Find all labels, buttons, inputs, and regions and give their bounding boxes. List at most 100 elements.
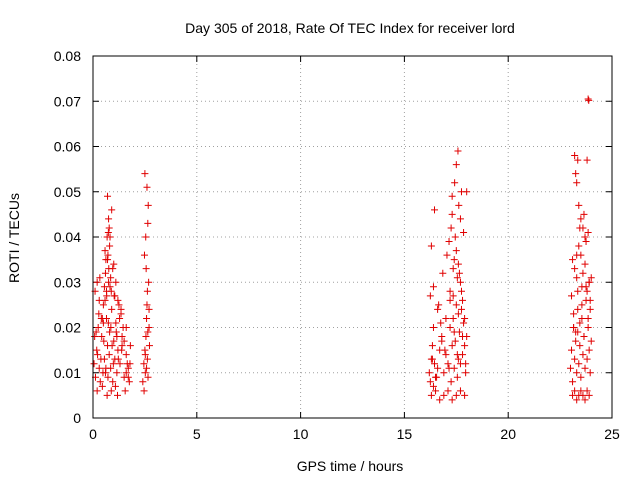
data-point: [140, 360, 148, 368]
data-point: [583, 156, 591, 164]
data-point: [453, 351, 461, 359]
data-point: [103, 391, 111, 399]
data-point: [126, 342, 134, 350]
data-point: [104, 373, 112, 381]
data-point: [441, 346, 449, 354]
data-point: [107, 387, 115, 395]
data-point: [120, 337, 128, 345]
data-point: [143, 364, 151, 372]
data-point: [453, 274, 461, 282]
data-point: [101, 247, 109, 255]
data-point: [98, 382, 106, 390]
data-point: [115, 301, 123, 309]
data-point: [455, 201, 463, 209]
data-point: [95, 364, 103, 372]
x-tick-label: 0: [89, 426, 97, 442]
data-point: [569, 378, 577, 386]
data-point: [93, 346, 101, 354]
data-points: [90, 95, 595, 404]
data-point: [426, 378, 434, 386]
data-point: [96, 378, 104, 386]
data-point: [113, 369, 121, 377]
data-point: [575, 242, 583, 250]
data-point: [145, 324, 153, 331]
data-point: [111, 382, 119, 390]
data-point: [100, 337, 108, 345]
data-point: [105, 215, 113, 223]
data-point: [104, 228, 112, 236]
data-point: [124, 373, 132, 381]
data-point: [143, 301, 151, 309]
data-point: [122, 351, 130, 359]
y-tick-label: 0.03: [54, 274, 81, 290]
chart-title: Day 305 of 2018, Rate Of TEC Index for r…: [185, 20, 515, 36]
data-point: [431, 360, 439, 368]
data-point: [112, 278, 120, 286]
data-point: [107, 324, 115, 331]
axis-ticks: [92, 55, 613, 419]
data-point: [449, 314, 457, 322]
data-point: [573, 251, 581, 259]
data-point: [583, 287, 591, 295]
x-axis-label: GPS time / hours: [297, 458, 404, 474]
data-point: [139, 378, 147, 386]
data-point: [140, 387, 148, 395]
data-point: [141, 369, 149, 377]
x-tick-labels: 0 5 10 15 20 25: [89, 426, 620, 442]
data-point: [584, 314, 592, 322]
data-point: [576, 319, 584, 327]
data-point: [449, 292, 457, 300]
x-tick-label: 15: [397, 426, 413, 442]
data-point: [577, 387, 585, 395]
data-point: [107, 274, 115, 282]
data-point: [463, 188, 471, 196]
data-point: [143, 183, 151, 191]
data-point: [90, 360, 98, 368]
data-point: [116, 360, 124, 368]
data-point: [568, 292, 576, 300]
y-tick-labels: 0 0.01 0.02 0.03 0.04 0.05 0.06 0.07 0.08: [54, 48, 81, 426]
data-point: [574, 156, 582, 164]
data-point: [124, 364, 132, 372]
data-point: [99, 319, 107, 327]
data-point: [113, 333, 121, 341]
data-point: [99, 301, 107, 309]
y-tick-label: 0.07: [54, 93, 81, 109]
data-point: [461, 342, 469, 350]
data-point: [122, 324, 130, 331]
data-point: [459, 333, 467, 341]
data-point: [448, 342, 456, 350]
data-point: [583, 387, 591, 395]
data-point: [460, 319, 468, 327]
data-point: [581, 396, 589, 404]
data-point: [585, 96, 593, 104]
data-point: [572, 170, 580, 178]
data-point: [446, 324, 454, 331]
data-point: [454, 355, 462, 363]
data-point: [429, 382, 437, 390]
data-point: [99, 369, 107, 377]
data-point: [442, 314, 450, 322]
data-point: [569, 256, 577, 264]
data-point: [427, 242, 435, 250]
data-point: [583, 355, 591, 363]
data-point: [141, 170, 149, 178]
data-point: [574, 305, 582, 313]
data-point: [106, 233, 114, 241]
data-point: [454, 260, 462, 268]
data-point: [94, 324, 102, 331]
plot-frame: [92, 55, 613, 419]
data-point: [447, 378, 455, 386]
data-point: [108, 305, 116, 313]
data-point: [101, 269, 109, 277]
data-point: [444, 360, 452, 368]
data-point: [105, 351, 113, 359]
data-point: [140, 251, 148, 259]
data-point: [571, 355, 579, 363]
data-point: [462, 360, 470, 368]
data-point: [447, 224, 455, 232]
data-point: [574, 287, 582, 295]
data-point: [580, 210, 588, 218]
data-point: [569, 391, 577, 399]
data-point: [577, 373, 585, 381]
